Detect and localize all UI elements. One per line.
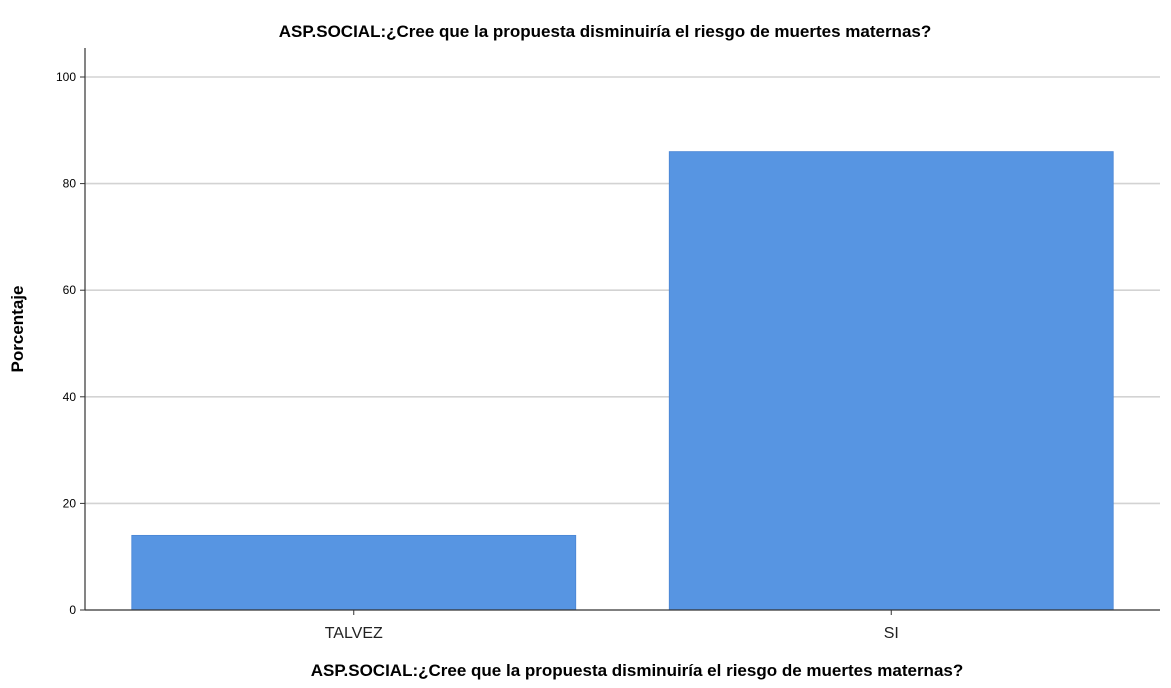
- bars: [131, 151, 1114, 611]
- x-axis-title: ASP.SOCIAL:¿Cree que la propuesta dismin…: [311, 661, 963, 680]
- y-tick-labels: 0 20 40 60 80 100: [56, 70, 85, 617]
- y-tick-label: 80: [63, 177, 77, 191]
- y-tick-label: 100: [56, 70, 76, 84]
- x-tick-label-talvez: TALVEZ: [325, 625, 383, 642]
- y-tick-label: 60: [63, 283, 77, 297]
- y-tick-label: 40: [63, 390, 77, 404]
- bar-si: [668, 151, 1114, 611]
- y-axis-title: Porcentaje: [8, 286, 27, 373]
- chart-title: ASP.SOCIAL:¿Cree que la propuesta dismin…: [279, 22, 931, 41]
- y-tick-label: 20: [63, 496, 77, 510]
- bar-talvez: [131, 534, 577, 611]
- x-tick-label-si: SI: [884, 625, 899, 642]
- axes: [84, 48, 1160, 611]
- y-tick-label: 0: [69, 603, 76, 617]
- x-tick-labels: TALVEZ SI: [325, 610, 899, 642]
